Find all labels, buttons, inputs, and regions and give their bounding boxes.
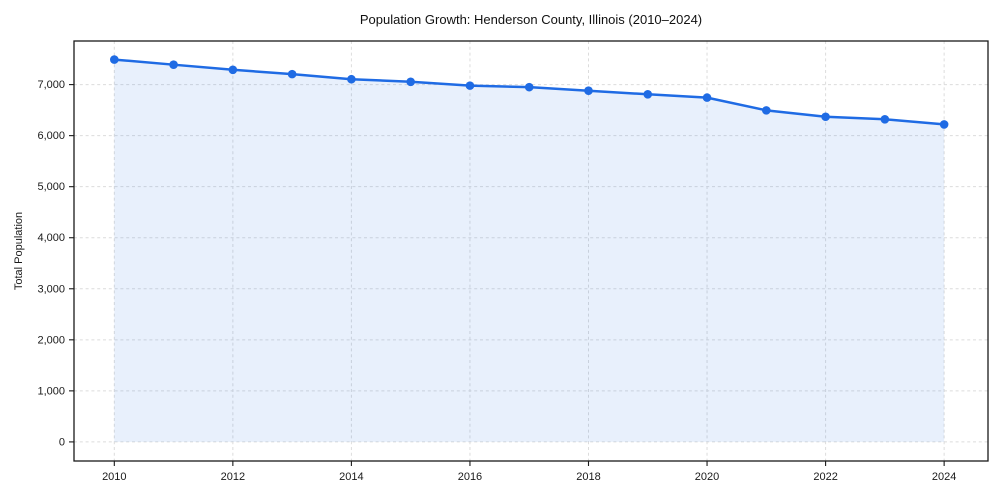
data-point-marker	[584, 86, 593, 96]
y-tick-label: 5,000	[37, 181, 65, 193]
y-tick-label: 7,000	[37, 79, 65, 91]
x-tick-label: 2022	[813, 471, 837, 483]
data-point-marker	[762, 106, 771, 115]
data-point-marker	[939, 120, 949, 129]
x-tick-label: 2014	[339, 471, 363, 483]
y-axis-label: Total Population	[13, 212, 25, 290]
data-point-marker	[287, 69, 297, 79]
y-tick-label: 6,000	[37, 130, 65, 142]
axes-box	[73, 40, 989, 462]
data-point-marker	[110, 55, 119, 64]
data-point-marker	[465, 81, 475, 90]
x-tick-label: 2010	[102, 471, 126, 483]
data-point-marker	[169, 60, 178, 69]
y-tick-label: 1,000	[37, 385, 65, 397]
series-area-fill	[114, 59, 945, 442]
data-point-marker	[821, 112, 830, 122]
x-tick-label: 2020	[695, 471, 719, 483]
x-tick-label: 2016	[458, 471, 482, 483]
data-point-marker	[406, 77, 415, 87]
chart-title: Population Growth: Henderson County, Ill…	[359, 12, 703, 27]
data-point-marker	[347, 74, 356, 84]
data-point-marker	[880, 115, 890, 124]
x-tick-label: 2024	[932, 471, 956, 483]
data-point-marker	[228, 65, 238, 75]
x-tick-label: 2012	[221, 471, 245, 483]
y-tick-label: 0	[59, 436, 65, 448]
y-tick-label: 3,000	[37, 283, 65, 295]
data-point-marker	[643, 89, 653, 99]
data-point-marker	[524, 82, 534, 92]
data-point-marker	[702, 93, 712, 102]
y-tick-label: 2,000	[37, 334, 65, 346]
y-tick-label: 4,000	[37, 232, 65, 244]
x-tick-label: 2018	[576, 471, 600, 483]
